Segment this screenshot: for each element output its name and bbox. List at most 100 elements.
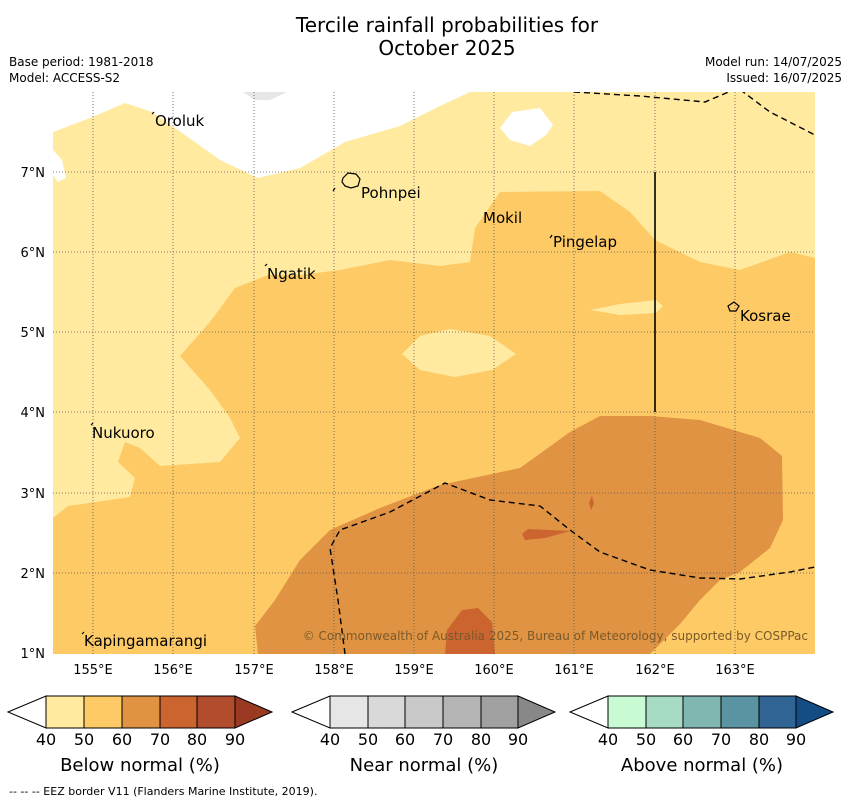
- cb-above-bin-2: [645, 695, 684, 729]
- cb-above-tick-80: 80: [749, 730, 769, 749]
- cb-near-tick-40: 40: [320, 730, 340, 749]
- model-name: Model: ACCESS-S2: [9, 71, 121, 85]
- cb-near-tick-50: 50: [358, 730, 378, 749]
- cb-near-bin-4: [442, 695, 482, 729]
- map-title: Tercile rainfall probabilities for Octob…: [0, 14, 850, 60]
- issued-date: Issued: 16/07/2025: [726, 71, 842, 85]
- lon-tick-158e: 158°E: [314, 663, 354, 678]
- label-pingelap: Pingelap: [553, 233, 617, 251]
- kosrae-island-outline: [727, 301, 740, 312]
- lon-tick-159e: 159°E: [394, 663, 434, 678]
- cb-above-bin-5: [758, 695, 797, 729]
- map-area: Oroluk Pohnpei Mokil Pingelap Ngatik Kos…: [53, 92, 815, 654]
- region-below-70-80-speck: [589, 496, 594, 510]
- region-no-signal-top: [53, 92, 470, 178]
- cb-below-bin-3: [121, 695, 161, 729]
- cb-below-bin-5: [196, 695, 236, 729]
- label-mokil: Mokil: [483, 209, 522, 227]
- cb-below-high-arrow: [234, 695, 274, 729]
- colorbar-above-label: Above normal (%): [620, 755, 784, 776]
- region-below-40-50-island: [402, 329, 516, 377]
- cb-near-tick-70: 70: [433, 730, 453, 749]
- eez-border: [329, 92, 815, 654]
- place-labels: Oroluk Pohnpei Mokil Pingelap Ngatik Kos…: [84, 112, 791, 650]
- lat-tick-3n: 3°N: [21, 487, 46, 502]
- label-pohnpei: Pohnpei: [361, 184, 421, 202]
- label-kosrae: Kosrae: [740, 307, 791, 325]
- base-period: Base period: 1981-2018: [9, 55, 154, 69]
- lat-tick-1n: 1°N: [21, 647, 46, 662]
- cb-above-tick-90: 90: [786, 730, 806, 749]
- cb-near-high-arrow: [517, 695, 557, 729]
- cb-below-bin-2: [83, 695, 123, 729]
- colorbar-near-label: Near normal (%): [349, 755, 499, 776]
- cb-above-low-arrow: [568, 695, 609, 729]
- cb-below-tick-70: 70: [150, 730, 170, 749]
- cb-below-bin-4: [159, 695, 198, 729]
- islet-marks: [81, 111, 553, 635]
- cb-near-bin-2: [367, 695, 406, 729]
- label-kapingamarangi: Kapingamarangi: [84, 632, 207, 650]
- lon-tick-160e: 160°E: [474, 663, 514, 678]
- cb-below-tick-90: 90: [225, 730, 245, 749]
- cb-near-bin-5: [480, 695, 519, 729]
- cb-above-bin-1: [607, 695, 647, 729]
- region-below-60-70: [255, 416, 783, 654]
- lon-tick-157e: 157°E: [234, 663, 274, 678]
- cb-below-tick-40: 40: [36, 730, 56, 749]
- pohnpei-island-outline: [341, 172, 361, 189]
- copyright-notice: © Commonwealth of Australia 2025, Bureau…: [303, 629, 808, 643]
- cb-below-low-arrow: [6, 695, 47, 729]
- colorbar-below-label: Below normal (%): [60, 755, 220, 776]
- lon-tick-162e: 162°E: [635, 663, 675, 678]
- cb-near-bin-3: [404, 695, 444, 729]
- cb-above-tick-50: 50: [636, 730, 656, 749]
- cb-below-tick-60: 60: [112, 730, 132, 749]
- lon-tick-163e: 163°E: [715, 663, 755, 678]
- colorbar-tick-labels: 40 50 60 70 80 90 40 50 60 70 80 90 40 5…: [36, 730, 806, 749]
- region-below-40-50-sliver: [590, 300, 663, 315]
- cb-above-bin-3: [682, 695, 722, 729]
- cb-near-tick-80: 80: [471, 730, 491, 749]
- region-no-signal-small: [500, 108, 553, 146]
- region-no-signal-edge: [53, 150, 66, 182]
- eez-footnote: -- -- -- EEZ border V11 (Flanders Marine…: [9, 785, 318, 798]
- cb-near-tick-90: 90: [508, 730, 528, 749]
- model-run: Model run: 14/07/2025: [704, 55, 842, 69]
- cb-above-bin-4: [720, 695, 760, 729]
- cb-below-tick-80: 80: [187, 730, 207, 749]
- cb-above-tick-40: 40: [598, 730, 618, 749]
- lon-tick-labels: 155°E 156°E 157°E 158°E 159°E 160°E 161°…: [73, 663, 755, 678]
- label-oroluk: Oroluk: [155, 112, 204, 130]
- cb-below-bin-1: [45, 695, 85, 729]
- cb-near-low-arrow: [290, 695, 331, 729]
- cb-near-tick-60: 60: [395, 730, 415, 749]
- cb-above-tick-60: 60: [673, 730, 693, 749]
- title-line-1: Tercile rainfall probabilities for: [295, 13, 599, 37]
- lat-tick-labels: 1°N 2°N 3°N 4°N 5°N 6°N 7°N: [21, 166, 46, 662]
- lat-tick-6n: 6°N: [21, 246, 46, 261]
- lat-tick-2n: 2°N: [21, 567, 46, 582]
- cb-above-tick-70: 70: [711, 730, 731, 749]
- lon-tick-156e: 156°E: [153, 663, 193, 678]
- lon-tick-155e: 155°E: [73, 663, 113, 678]
- title-line-2: October 2025: [378, 36, 516, 60]
- meta-right: Model run: 14/07/2025 Issued: 16/07/2025: [705, 54, 842, 86]
- region-below-70-80-streak: [522, 529, 570, 540]
- cb-above-high-arrow: [795, 695, 835, 729]
- cb-near-bin-1: [329, 695, 369, 729]
- cb-below-tick-50: 50: [74, 730, 94, 749]
- meta-left: Base period: 1981-2018 Model: ACCESS-S2: [9, 54, 154, 86]
- colorbar-below: [6, 695, 274, 729]
- label-ngatik: Ngatik: [267, 265, 316, 283]
- lat-tick-5n: 5°N: [21, 326, 46, 341]
- region-below-70-80-south: [445, 608, 495, 654]
- label-nukuoro: Nukuoro: [92, 424, 155, 442]
- colorbar-near: [290, 695, 557, 729]
- lat-tick-4n: 4°N: [21, 406, 46, 421]
- lon-tick-161e: 161°E: [554, 663, 594, 678]
- lat-tick-7n: 7°N: [21, 166, 46, 181]
- colorbar-above: [568, 695, 835, 729]
- islands: [81, 111, 740, 635]
